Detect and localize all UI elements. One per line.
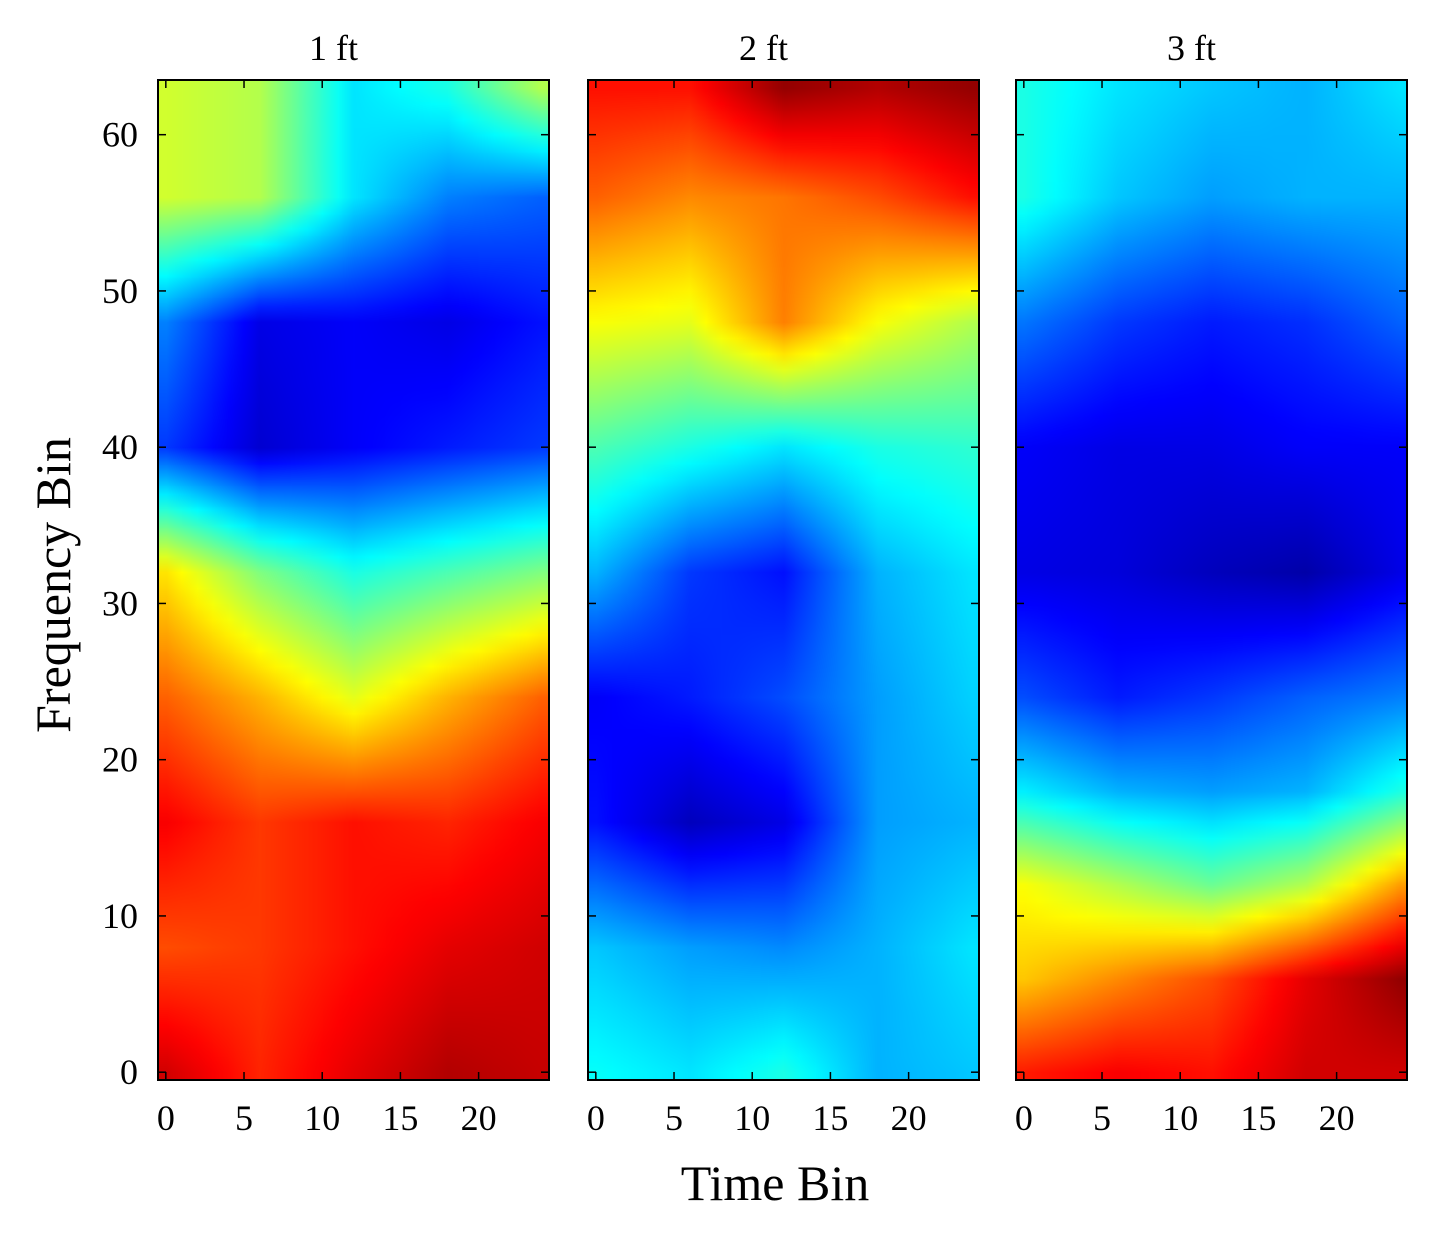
x-tick-label: 20 [1319,1098,1355,1138]
heatmap-panel-3: 3 ft 0 5 10 15 20 [1015,28,1408,1138]
x-tick-label: 0 [587,1098,605,1138]
panel-frame [157,79,550,1081]
x-tick-label: 0 [157,1098,175,1138]
y-tick-label: 30 [102,583,138,623]
x-tick-label: 5 [1093,1098,1111,1138]
panel-title: 1 ft [309,28,358,68]
y-tick-label: 0 [120,1052,138,1092]
x-tick-label: 10 [734,1098,770,1138]
panel-frame [587,79,980,1081]
y-tick-label: 40 [102,427,138,467]
x-tick-label: 5 [665,1098,683,1138]
x-tick-label: 15 [382,1098,418,1138]
x-tick-label: 10 [304,1098,340,1138]
y-axis-label: Frequency Bin [25,437,81,733]
heatmap-image [158,80,549,1080]
heatmap-image [1016,80,1407,1080]
y-tick-label: 10 [102,896,138,936]
x-tick-label: 0 [1015,1098,1033,1138]
y-tick-label: 20 [102,740,138,780]
panel-frame [1015,79,1408,1081]
y-tick-label: 60 [102,115,138,155]
heatmap-panel-2: 2 ft 0 5 10 15 20 [587,28,980,1138]
x-tick-label: 5 [235,1098,253,1138]
x-tick-label: 20 [891,1098,927,1138]
y-tick-label: 50 [102,271,138,311]
x-tick-label: 15 [1240,1098,1276,1138]
heatmap-image [588,80,979,1080]
heatmap-panel-1: 1 ft 0 5 10 15 20 0 10 20 30 40 50 60 [102,28,550,1138]
x-tick-label: 15 [812,1098,848,1138]
panel-title: 2 ft [739,28,788,68]
x-axis-label: Time Bin [681,1155,870,1211]
x-tick-label: 20 [461,1098,497,1138]
panel-title: 3 ft [1167,28,1216,68]
x-tick-label: 10 [1162,1098,1198,1138]
